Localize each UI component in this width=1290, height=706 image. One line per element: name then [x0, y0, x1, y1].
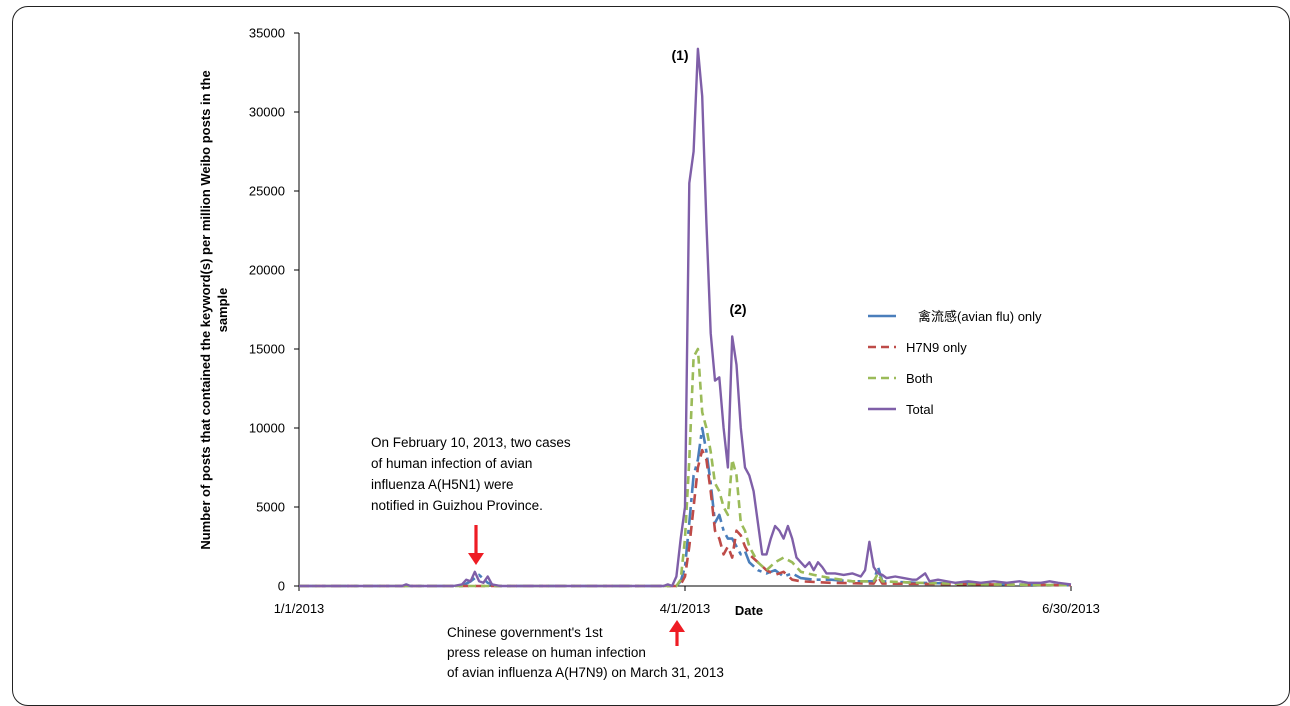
arrow-head — [669, 620, 685, 632]
annotations: (1) (2) On February 10, 2013, two cases of … — [371, 47, 747, 680]
figure-frame — [12, 6, 1290, 706]
x-tick-labels: 1/1/2013 4/1/2013 6/30/2013 Date — [274, 601, 1100, 618]
h5n1-annotation-line: influenza A(H5N1) were — [371, 477, 514, 492]
peak-label-1: (1) — [671, 47, 688, 63]
y-axis-title-line: sample — [215, 288, 230, 333]
peak-label-2: (2) — [729, 301, 746, 317]
x-tick-label: 1/1/2013 — [274, 601, 325, 616]
h7n9-annotation: Chinese government's 1st press release on… — [447, 625, 724, 680]
h7n9-annotation-line: of avian influenza A(H7N9) on March 31, … — [447, 665, 724, 680]
arrow-head — [468, 553, 484, 565]
series-line-total — [299, 47, 1072, 588]
legend-label: H7N9 only — [906, 340, 967, 355]
y-tick-label: 20000 — [249, 263, 285, 278]
h7n9-annotation-line: Chinese government's 1st — [447, 625, 603, 640]
series-line-h7n9-only — [299, 448, 1072, 588]
x-axis-title: Date — [735, 603, 763, 618]
y-tick-label: 35000 — [249, 26, 285, 41]
h7n9-annotation-line: press release on human infection — [447, 645, 646, 660]
y-tick-label: 25000 — [249, 184, 285, 199]
h5n1-annotation-line: of human infection of avian — [371, 456, 532, 471]
x-tick-label: 4/1/2013 — [660, 601, 711, 616]
legend-label: Both — [906, 371, 933, 386]
h7n9-arrow — [669, 620, 685, 646]
h5n1-annotation-line: notified in Guizhou Province. — [371, 498, 543, 513]
y-tick-label: 30000 — [249, 105, 285, 120]
y-tick-label: 15000 — [249, 342, 285, 357]
y-tick-label: 0 — [278, 579, 285, 594]
y-tick-label: 5000 — [256, 500, 285, 515]
h5n1-annotation-line: On February 10, 2013, two cases — [371, 435, 571, 450]
legend-label: Total — [906, 402, 934, 417]
y-axis-title: Number of posts that contained the keywo… — [198, 70, 230, 549]
h5n1-annotation: On February 10, 2013, two cases of human … — [371, 435, 571, 513]
series-line-both — [299, 347, 1072, 588]
y-tick-label: 10000 — [249, 421, 285, 436]
y-axis-title-line: Number of posts that contained the keywo… — [198, 70, 213, 549]
legend-label: 禽流感(avian flu) only — [918, 309, 1042, 324]
h5n1-arrow — [468, 525, 484, 565]
legend: 禽流感(avian flu) only H7N9 only Both Total — [868, 309, 1042, 417]
y-tick-labels: 0 5000 10000 15000 20000 25000 30000 35000 — [249, 26, 285, 594]
x-tick-label: 6/30/2013 — [1042, 601, 1100, 616]
line-chart: Number of posts that contained the keywo… — [198, 26, 1100, 681]
series-lines — [299, 47, 1072, 588]
